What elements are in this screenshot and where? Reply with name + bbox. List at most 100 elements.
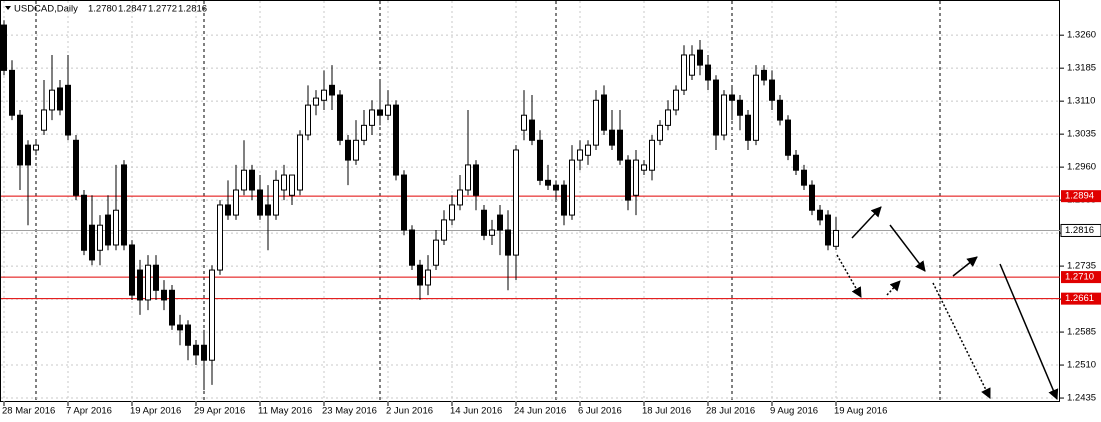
candle-body bbox=[385, 104, 391, 116]
candle-body bbox=[633, 159, 639, 196]
quote-open: 1.2780 bbox=[88, 4, 117, 15]
candle-body bbox=[249, 169, 255, 191]
candle-body bbox=[41, 109, 47, 131]
candle-body bbox=[289, 174, 295, 196]
candle-body bbox=[265, 204, 271, 216]
level-label-box bbox=[1061, 292, 1101, 305]
level-label: 1.2661 bbox=[1065, 293, 1094, 304]
x-tick-label: 9 Aug 2016 bbox=[770, 406, 818, 417]
candle-body bbox=[473, 164, 479, 196]
candle-body bbox=[577, 149, 583, 161]
candle-body bbox=[817, 209, 823, 221]
candle-body bbox=[1, 24, 7, 71]
x-tick-label: 2 Jun 2016 bbox=[386, 406, 433, 417]
candle-body bbox=[49, 89, 55, 111]
y-tick-label: 1.3185 bbox=[1067, 63, 1096, 74]
candle-body bbox=[361, 124, 367, 141]
candle-body bbox=[553, 184, 559, 191]
candle-body bbox=[457, 189, 463, 206]
candle-body bbox=[9, 69, 15, 116]
candle-body bbox=[369, 109, 375, 126]
candle-body bbox=[241, 169, 247, 191]
x-tick-label: 14 Jun 2016 bbox=[450, 406, 502, 417]
candle-body bbox=[537, 139, 543, 181]
candle-body bbox=[313, 97, 319, 106]
x-tick-label: 6 Jul 2016 bbox=[578, 406, 622, 417]
candle-body bbox=[281, 174, 287, 191]
candle-body bbox=[545, 179, 551, 186]
arrow bbox=[836, 254, 862, 298]
candle-body bbox=[17, 114, 23, 166]
candle-body bbox=[417, 264, 423, 286]
candle-body bbox=[153, 264, 159, 291]
level-label: 1.2710 bbox=[1065, 272, 1094, 283]
period-separators bbox=[35, 1, 941, 401]
candle-body bbox=[649, 139, 655, 171]
candle-body bbox=[689, 54, 695, 76]
candle-body bbox=[441, 219, 447, 241]
candle-body bbox=[497, 214, 503, 231]
candle-body bbox=[81, 194, 87, 251]
candle-body bbox=[489, 229, 495, 236]
candle-body bbox=[641, 164, 647, 171]
candle-body bbox=[673, 89, 679, 111]
candle-body bbox=[721, 94, 727, 136]
candle-body bbox=[809, 184, 815, 211]
candle-body bbox=[465, 164, 471, 191]
candle-body bbox=[401, 174, 407, 231]
quote-close: 1.2816 bbox=[178, 4, 207, 15]
y-tick-label: 1.2510 bbox=[1067, 360, 1096, 371]
header-toggle bbox=[5, 6, 11, 10]
candle-body bbox=[297, 134, 303, 191]
candle-body bbox=[121, 164, 127, 246]
quote-low: 1.2772 bbox=[148, 4, 177, 15]
candle-body bbox=[785, 119, 791, 156]
candle-body bbox=[753, 74, 759, 141]
level-label: 1.2894 bbox=[1065, 191, 1094, 202]
candle-body bbox=[529, 119, 535, 141]
axes: 1.32601.31851.31101.30351.29601.28851.28… bbox=[2, 30, 1101, 417]
x-tick-label: 23 May 2016 bbox=[322, 406, 377, 417]
x-tick-label: 28 Mar 2016 bbox=[2, 406, 55, 417]
y-tick-label: 1.3110 bbox=[1067, 96, 1095, 107]
candle-body bbox=[505, 229, 511, 256]
y-tick-label: 1.2960 bbox=[1067, 162, 1096, 173]
arrow bbox=[932, 282, 991, 399]
level-label-box bbox=[1061, 271, 1101, 284]
y-tick-label: 1.2735 bbox=[1067, 261, 1096, 272]
y-tick-label: 1.3035 bbox=[1067, 129, 1096, 140]
candle-body bbox=[377, 109, 383, 116]
candle-body bbox=[681, 54, 687, 91]
candle-body bbox=[145, 264, 151, 301]
candle-body bbox=[89, 224, 95, 261]
candle-body bbox=[345, 139, 351, 161]
candle-body bbox=[201, 344, 207, 361]
candle-body bbox=[337, 94, 343, 141]
candle-body bbox=[713, 79, 719, 136]
candle-body bbox=[569, 159, 575, 216]
x-tick-label: 7 Apr 2016 bbox=[66, 406, 112, 417]
candle-body bbox=[697, 49, 703, 66]
x-tick-label: 28 Jul 2016 bbox=[706, 406, 755, 417]
candle-body bbox=[329, 84, 335, 96]
candle-body bbox=[305, 104, 311, 136]
candle-body bbox=[825, 214, 831, 246]
candle-body bbox=[513, 149, 519, 256]
candle-body bbox=[73, 139, 79, 196]
candle-body bbox=[761, 69, 767, 81]
candle-body bbox=[585, 144, 591, 156]
candle-body bbox=[353, 139, 359, 161]
arrow bbox=[889, 224, 926, 272]
candle-body bbox=[393, 104, 399, 176]
candle-body bbox=[593, 99, 599, 146]
candle-body bbox=[737, 99, 743, 116]
x-tick-label: 19 Apr 2016 bbox=[130, 406, 181, 417]
candle-body bbox=[113, 209, 119, 246]
candle-body bbox=[169, 289, 175, 326]
candle-body bbox=[65, 84, 71, 136]
candle-body bbox=[769, 79, 775, 101]
candle-body bbox=[105, 214, 111, 246]
candle-body bbox=[321, 89, 327, 101]
candle-body bbox=[777, 99, 783, 121]
candle-body bbox=[233, 189, 239, 216]
